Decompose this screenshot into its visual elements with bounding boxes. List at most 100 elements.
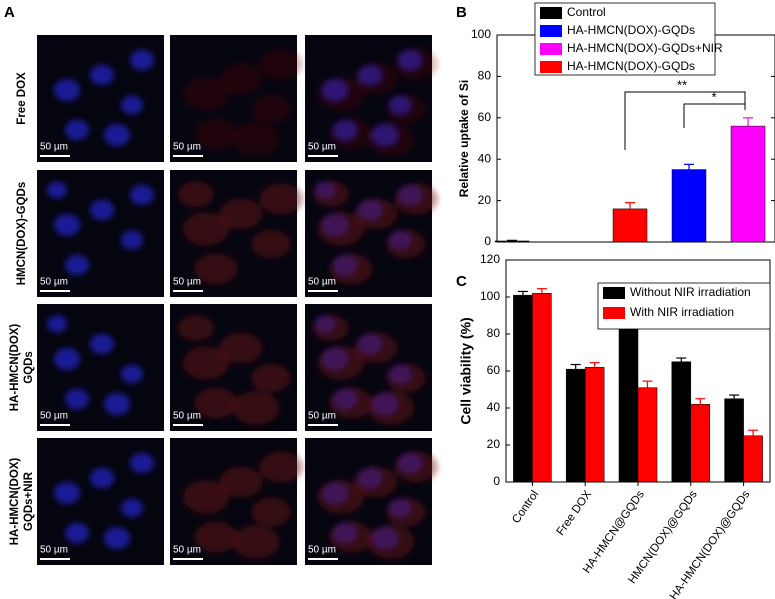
scale-bar-label: 50 µm	[173, 277, 201, 288]
cytoplasm	[259, 183, 303, 215]
scale-bar-label: 50 µm	[308, 545, 336, 556]
row-label: HA-HMCN(DOX)	[9, 458, 21, 546]
nucleus	[104, 526, 130, 550]
cytoplasm	[386, 229, 426, 259]
legend-swatch	[540, 7, 562, 19]
cytoplasm	[219, 332, 263, 364]
scale-bar-label: 50 µm	[308, 277, 336, 288]
y-tick-label: 80	[487, 326, 501, 340]
cell-signal	[178, 181, 303, 285]
cytoplasm	[386, 497, 426, 527]
nucleus	[54, 78, 80, 102]
legend-swatch	[540, 43, 562, 55]
nucleus	[104, 123, 130, 147]
cell-signal	[47, 181, 154, 276]
cell-signal	[54, 49, 154, 147]
cytoplasm	[182, 346, 230, 380]
nucleus	[54, 481, 80, 505]
cytoplasm	[194, 387, 238, 419]
cytoplasm	[354, 63, 398, 95]
cytoplasm	[251, 94, 291, 124]
significance-brackets	[624, 91, 746, 150]
bar	[690, 404, 711, 483]
panel-label: C	[456, 273, 467, 290]
cell-signal	[317, 451, 438, 559]
row-label: Free DOX	[16, 72, 28, 125]
y-tick-label: 100	[480, 289, 500, 303]
error-bar	[676, 357, 687, 362]
scale-bar-label: 50 µm	[173, 545, 201, 556]
cytoplasm	[178, 181, 214, 207]
bar	[724, 398, 744, 483]
nucleus	[121, 230, 143, 250]
y-tick-label: 60	[487, 363, 501, 377]
bar	[584, 367, 605, 483]
cytoplasm	[182, 480, 230, 514]
cytoplasm	[313, 181, 349, 207]
cytoplasm	[329, 521, 373, 553]
y-tick-label: 120	[480, 252, 500, 266]
nucleus	[54, 213, 80, 237]
error-bar	[589, 362, 600, 368]
cell-signal	[47, 315, 143, 416]
scale-bar-label: 50 µm	[40, 411, 68, 422]
scale-bar-label: 50 µm	[40, 545, 68, 556]
cytoplasm	[317, 212, 365, 246]
scale-bar-label: 50 µm	[173, 411, 201, 422]
bar	[618, 302, 639, 483]
y-tick-label: 100	[471, 27, 491, 41]
scale-bar-label: 50 µm	[308, 142, 336, 153]
nucleus	[65, 254, 89, 276]
cytoplasm	[394, 183, 438, 215]
panel-label: A	[4, 4, 15, 21]
y-axis-label: Cell viability (%)	[458, 317, 474, 424]
cytoplasm	[182, 77, 230, 111]
cytoplasm	[354, 332, 398, 364]
error-bar	[507, 239, 517, 241]
scale-bar-label: 50 µm	[173, 142, 201, 153]
cytoplasm	[194, 521, 238, 553]
legend-label: HA-HMCN(DOX)-GQDs+NIR	[567, 41, 723, 55]
cell-signal	[182, 451, 303, 559]
error-bar	[729, 394, 740, 399]
y-tick-label: 60	[478, 110, 492, 124]
nucleus	[121, 95, 143, 115]
bar	[671, 361, 692, 483]
cytoplasm	[219, 63, 263, 95]
nucleus	[90, 333, 114, 355]
legend-box	[597, 282, 771, 330]
row-label: GQDs	[23, 351, 35, 384]
cytoplasm	[251, 229, 291, 259]
nucleus	[54, 347, 80, 371]
row-label: HA-HMCN(DOX)	[9, 324, 21, 412]
bar	[494, 240, 530, 243]
cell-signal	[178, 315, 291, 425]
cytoplasm	[178, 315, 214, 341]
legend-label: With NIR irradiation	[630, 305, 734, 319]
nucleus	[121, 498, 143, 518]
legend-label: HA-HMCN(DOX)-GQDs	[567, 23, 695, 37]
error-bar	[684, 163, 694, 170]
y-tick-label: 40	[487, 400, 501, 414]
cytoplasm	[259, 48, 303, 80]
cytoplasm	[259, 451, 303, 483]
error-bar	[743, 117, 753, 127]
annotation: *	[711, 89, 716, 104]
error-bar	[517, 290, 528, 296]
nucleus	[90, 199, 114, 221]
bar	[565, 368, 586, 483]
cytoplasm	[219, 466, 263, 498]
row-label: HMCN(DOX)-GQDs	[16, 182, 28, 286]
cytoplasm	[367, 525, 415, 559]
cytoplasm	[317, 346, 365, 380]
cytoplasm	[232, 525, 280, 559]
cell-signal	[182, 48, 303, 156]
y-tick-label: 0	[484, 234, 491, 248]
cytoplasm	[251, 363, 291, 393]
legend-swatch	[540, 25, 562, 37]
bar	[612, 208, 648, 243]
x-tick-label: Control	[510, 489, 541, 526]
error-bar	[536, 288, 547, 294]
cytoplasm	[194, 118, 238, 150]
nucleus	[47, 315, 67, 333]
